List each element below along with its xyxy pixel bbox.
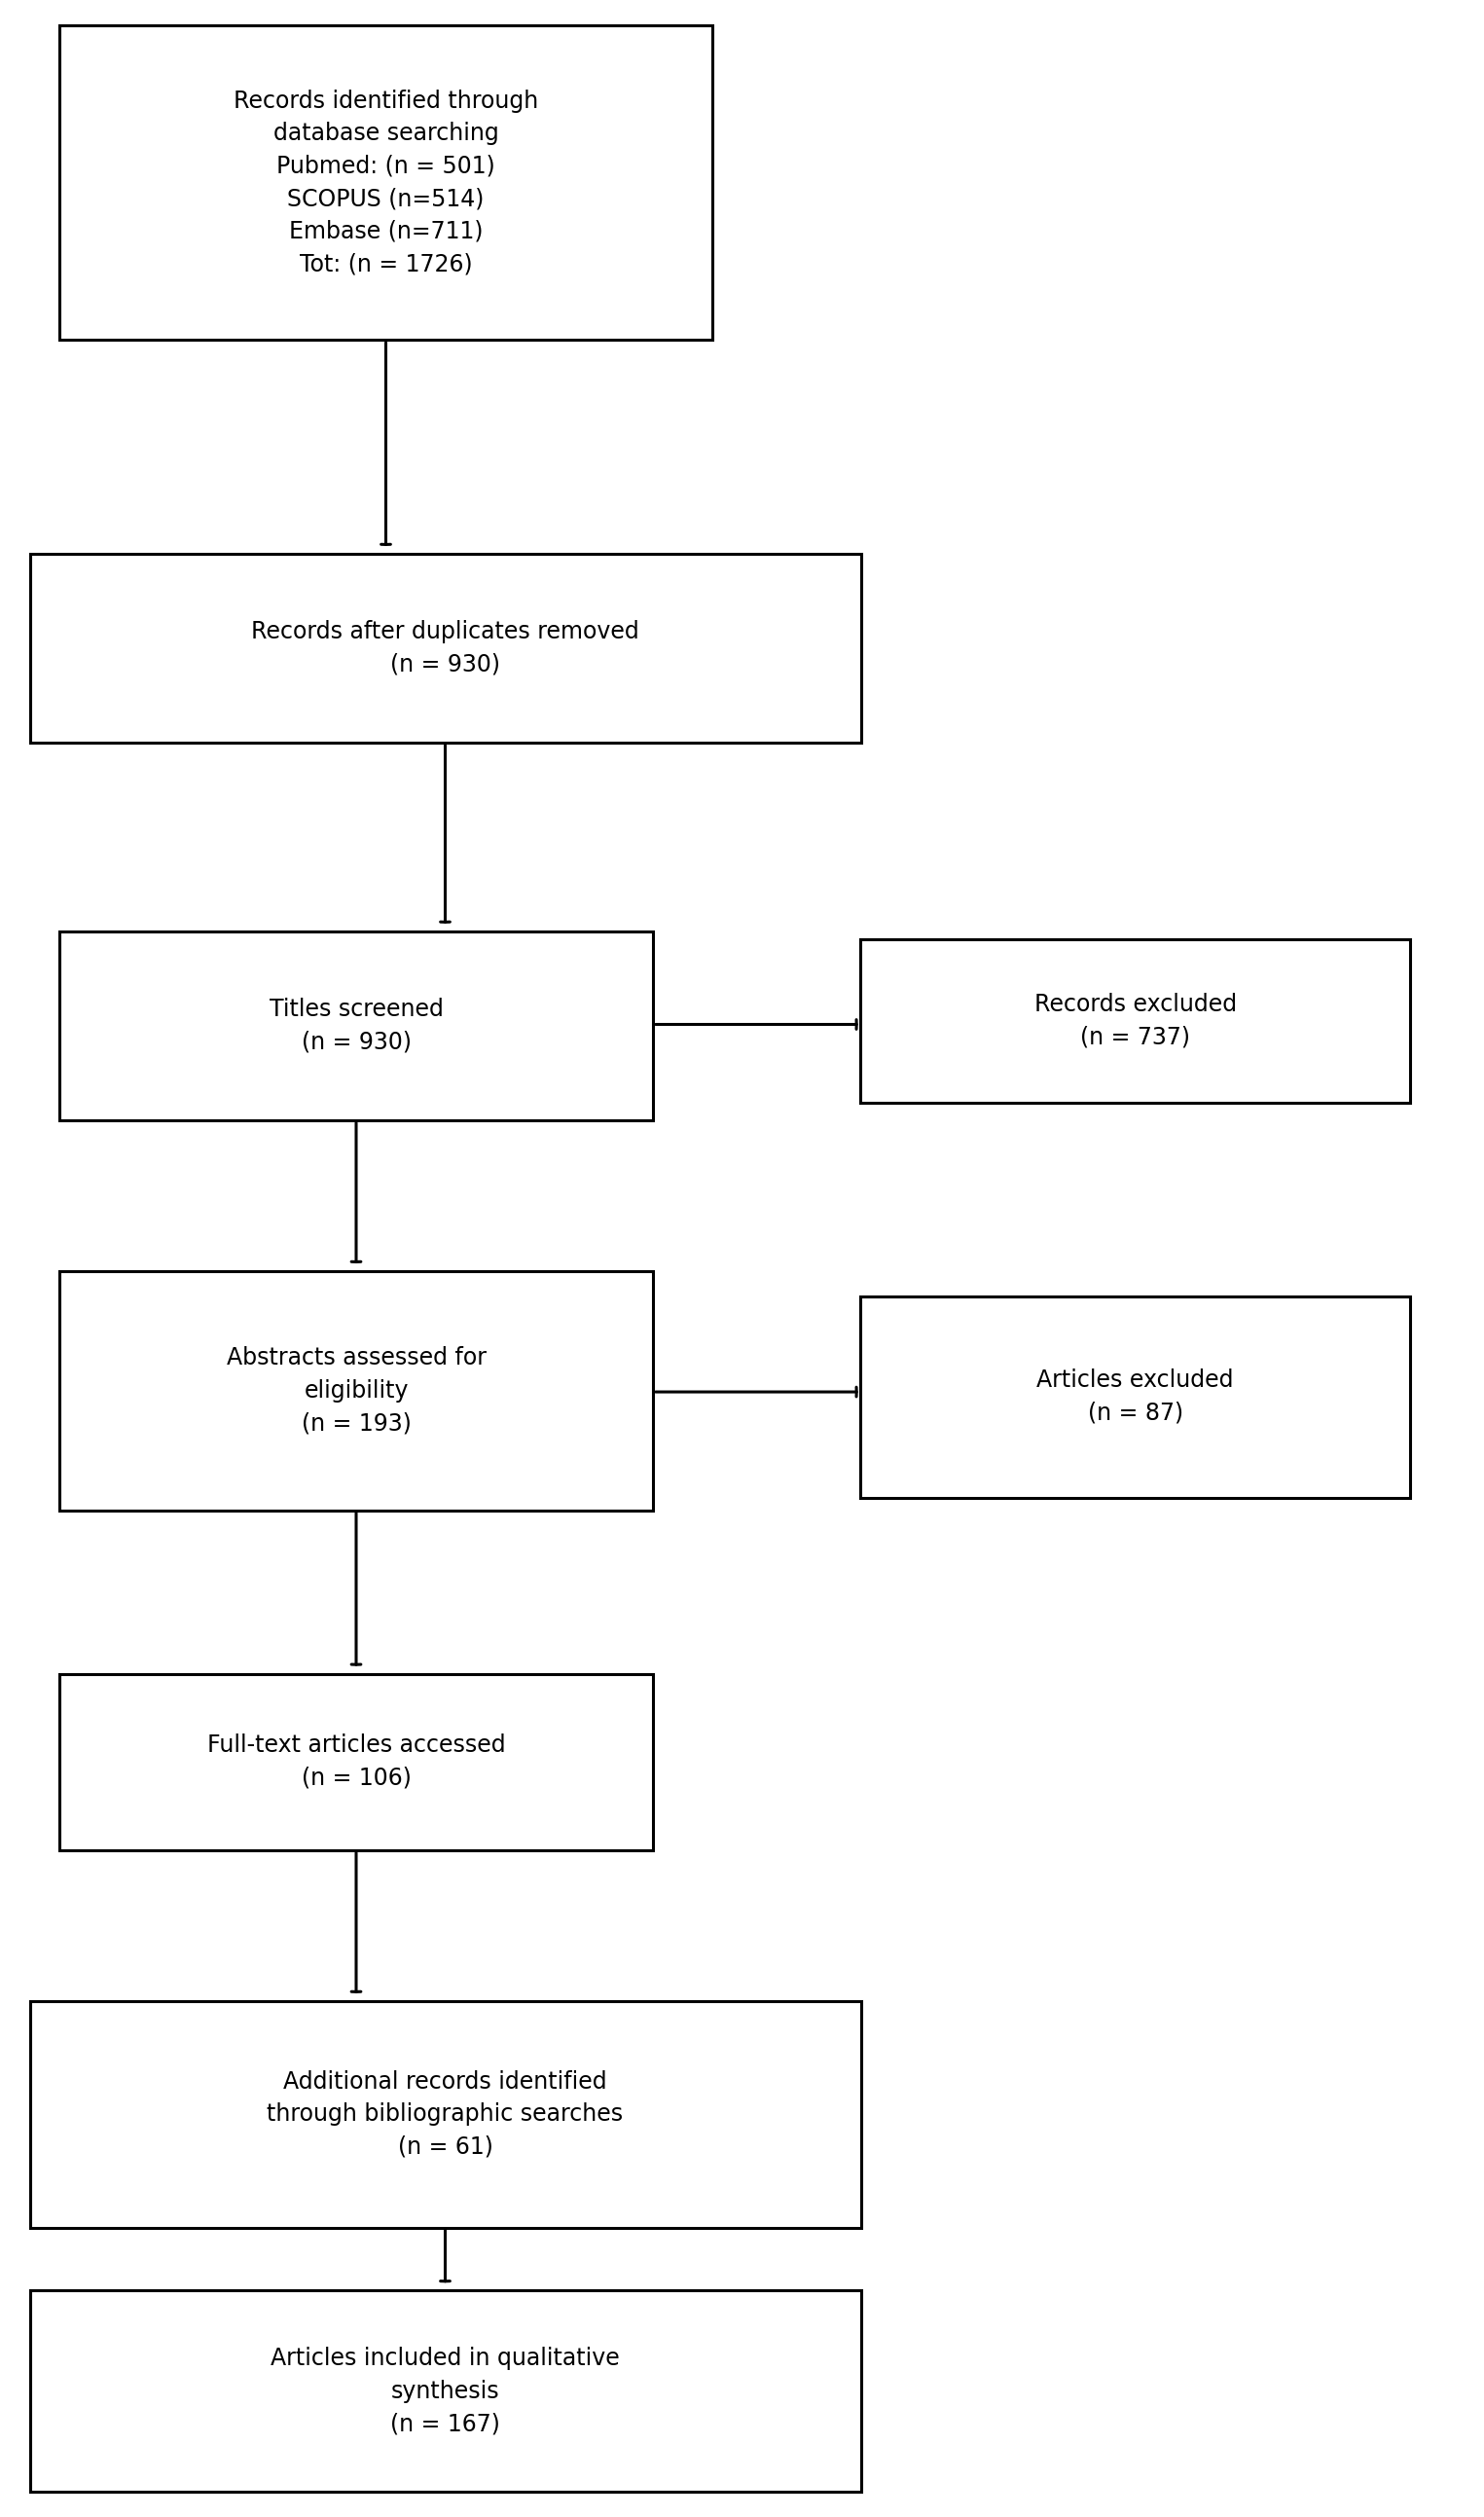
Text: Articles included in qualitative
synthesis
(n = 167): Articles included in qualitative synthes… [270,2346,620,2436]
Text: Records identified through
database searching
Pubmed: (n = 501)
SCOPUS (n=514)
E: Records identified through database sear… [233,88,539,277]
FancyBboxPatch shape [30,2001,861,2228]
Text: Abstracts assessed for
eligibility
(n = 193): Abstracts assessed for eligibility (n = … [226,1347,487,1435]
FancyBboxPatch shape [30,2290,861,2492]
FancyBboxPatch shape [59,931,653,1120]
FancyBboxPatch shape [59,25,712,340]
FancyBboxPatch shape [861,939,1410,1102]
Text: Records after duplicates removed
(n = 930): Records after duplicates removed (n = 93… [251,619,640,677]
FancyBboxPatch shape [59,1271,653,1510]
FancyBboxPatch shape [59,1674,653,1850]
FancyBboxPatch shape [30,554,861,743]
Text: Additional records identified
through bibliographic searches
(n = 61): Additional records identified through bi… [267,2069,623,2160]
Text: Titles screened
(n = 930): Titles screened (n = 930) [269,997,444,1055]
FancyBboxPatch shape [861,1296,1410,1498]
Text: Full-text articles accessed
(n = 106): Full-text articles accessed (n = 106) [206,1734,506,1790]
Text: Records excluded
(n = 737): Records excluded (n = 737) [1034,992,1236,1050]
Text: Articles excluded
(n = 87): Articles excluded (n = 87) [1037,1369,1233,1425]
